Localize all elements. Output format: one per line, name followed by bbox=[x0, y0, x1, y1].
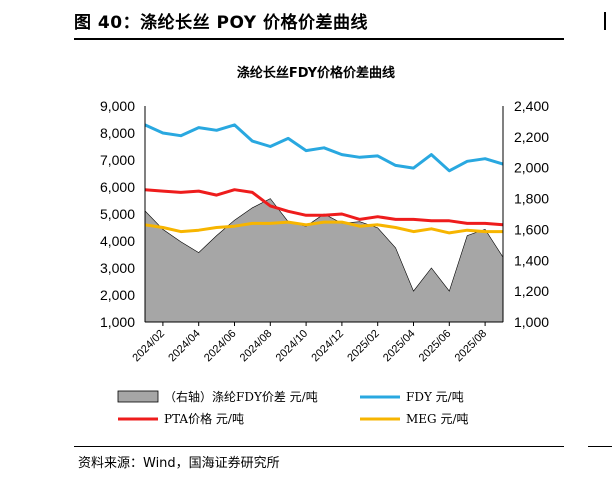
y-left-tick-label: 3,000 bbox=[100, 260, 135, 276]
x-tick-label: 2024/10 bbox=[274, 328, 311, 365]
chart: 涤纶长丝FDY价格价差曲线 1,000 2,000 3,000 4,000 5,000 6… bbox=[100, 65, 549, 426]
x-tick-label: 2024/06 bbox=[202, 328, 239, 365]
y-right-tick-label: 2,000 bbox=[514, 160, 549, 176]
y-left-tick-label: 9,000 bbox=[100, 98, 135, 114]
y-left-tick-label: 6,000 bbox=[100, 179, 135, 195]
y-right-tick-label: 1,200 bbox=[514, 283, 549, 299]
y-right-tick-label: 2,400 bbox=[514, 98, 549, 114]
y-left-tick-label: 1,000 bbox=[100, 314, 135, 330]
y-left-tick-label: 5,000 bbox=[100, 206, 135, 222]
figure-title: 图 40：涤纶长丝 POY 价格价差曲线 bbox=[74, 13, 369, 33]
chart-title: 涤纶长丝FDY价格价差曲线 bbox=[237, 65, 395, 81]
series-line-1 bbox=[144, 123, 504, 173]
x-tick-label: 2024/08 bbox=[238, 328, 275, 365]
series-line-2 bbox=[144, 188, 504, 227]
x-tick-label: 2024/04 bbox=[166, 328, 203, 365]
y-right-tick-label: 1,000 bbox=[514, 314, 549, 330]
edge-mark bbox=[604, 12, 612, 30]
source-rule bbox=[74, 446, 564, 447]
x-tick-label: 2025/04 bbox=[381, 328, 418, 365]
edge-rule bbox=[588, 446, 612, 447]
x-tick-label: 2024/12 bbox=[309, 328, 346, 365]
source-note: 资料来源：Wind，国海证券研究所 bbox=[78, 456, 280, 471]
figure-header: 图 40：涤纶长丝 POY 价格价差曲线 bbox=[74, 0, 564, 40]
legend-swatch-area bbox=[117, 390, 159, 403]
series-spread-area bbox=[144, 198, 504, 323]
y-right-tick-label: 1,800 bbox=[514, 191, 549, 207]
legend-label: MEG 元/吨 bbox=[406, 412, 469, 426]
x-tick-label: 2025/06 bbox=[417, 328, 454, 365]
legend-label: （右轴）涤纶FDY价差 元/吨 bbox=[164, 389, 318, 404]
legend-label: FDY 元/吨 bbox=[406, 390, 464, 404]
y-right-tick-label: 2,200 bbox=[514, 129, 549, 145]
x-tick-label: 2025/02 bbox=[345, 328, 382, 365]
header-rule bbox=[74, 38, 564, 40]
series-line-3 bbox=[144, 220, 503, 235]
x-tick-label: 2024/02 bbox=[130, 328, 167, 365]
y-right-tick-label: 1,600 bbox=[514, 221, 549, 237]
x-tick-label: 2025/08 bbox=[453, 328, 490, 365]
y-right-tick-label: 1,400 bbox=[514, 252, 549, 268]
y-left-tick-label: 8,000 bbox=[100, 125, 135, 141]
y-left-tick-label: 2,000 bbox=[100, 287, 135, 303]
legend: （右轴）涤纶FDY价差 元/吨 FDY 元/吨 PTA价格 元/吨 MEG 元/吨 bbox=[117, 389, 469, 426]
legend-label: PTA价格 元/吨 bbox=[164, 411, 244, 426]
y-left-tick-label: 4,000 bbox=[100, 233, 135, 249]
plot-area bbox=[144, 123, 504, 323]
y-left-tick-label: 7,000 bbox=[100, 152, 135, 168]
